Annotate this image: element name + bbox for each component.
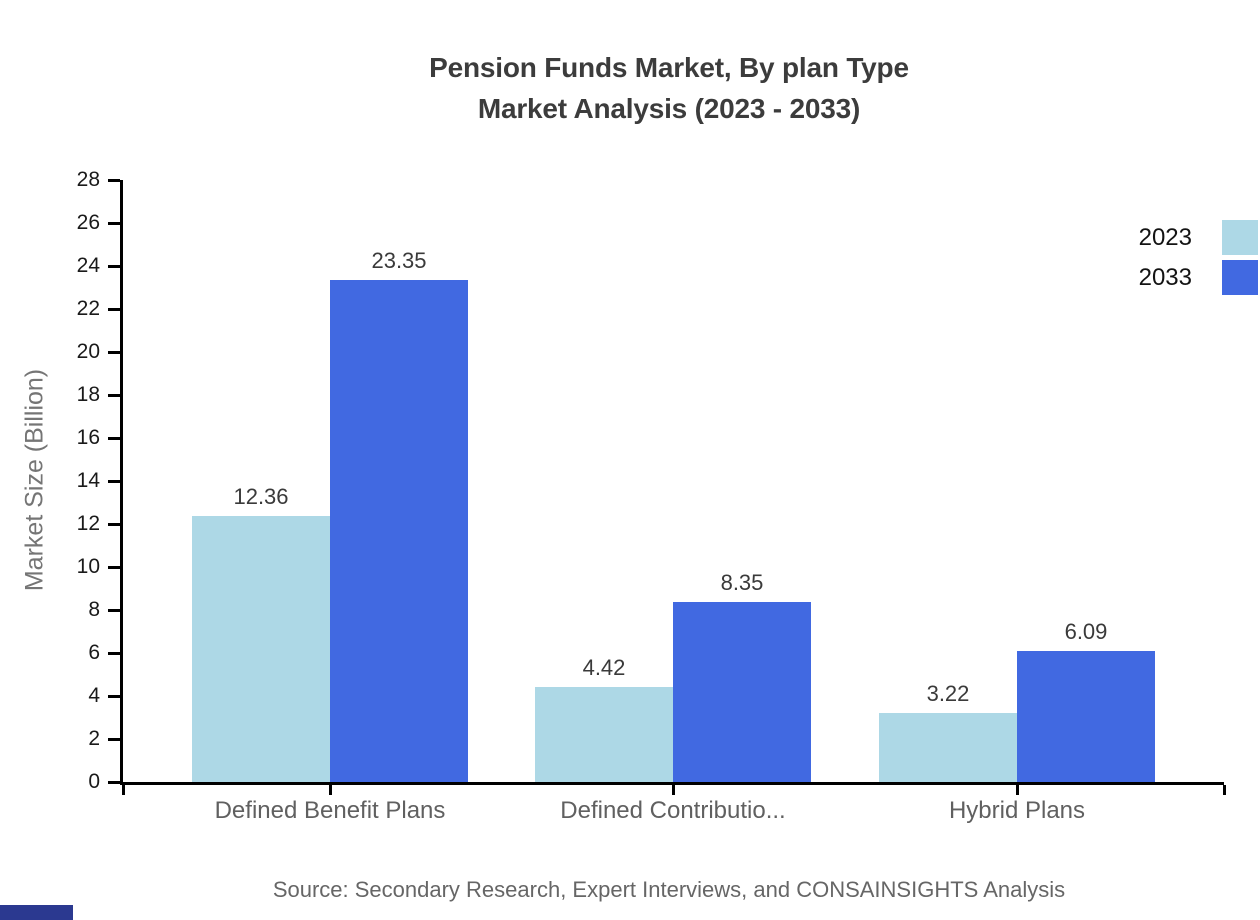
x-axis-tick: [1015, 785, 1019, 795]
y-axis-tick-label: 24: [76, 254, 100, 277]
bar-value-label: 23.35: [371, 247, 427, 273]
y-axis-tick-label: 8: [88, 598, 100, 621]
y-axis-tick-label: 16: [76, 426, 100, 449]
y-axis-tick-label: 4: [88, 684, 100, 707]
y-axis-tick: [108, 522, 120, 526]
bar-2033-1: [330, 279, 468, 782]
y-axis-tick: [108, 608, 120, 612]
x-axis-tick: [328, 785, 332, 795]
bar-2023-3: [879, 712, 1017, 782]
x-category-label: Defined Contributio...: [560, 797, 786, 824]
bar-2033-2: [673, 602, 811, 782]
y-axis-tick: [108, 221, 120, 225]
bar-value-label: 12.36: [233, 484, 289, 510]
legend-swatch: [1222, 220, 1258, 255]
x-category-label: Defined Benefit Plans: [214, 797, 446, 824]
y-axis-tick-label: 2: [88, 727, 100, 750]
y-axis-tick-label: 14: [76, 469, 100, 492]
y-axis-tick-label: 22: [76, 297, 100, 320]
y-axis-tick: [108, 264, 120, 268]
bar-value-label: 4.42: [582, 654, 626, 680]
y-axis-tick-label: 0: [88, 770, 100, 793]
chart-title-line1: Pension Funds Market, By plan Type: [429, 52, 909, 83]
y-axis-tick: [108, 350, 120, 354]
y-axis-tick: [108, 694, 120, 698]
y-axis-tick-label: 12: [76, 512, 100, 535]
bar-value-label: 8.35: [720, 570, 764, 596]
y-axis-tick: [108, 651, 120, 655]
y-axis-tick: [108, 436, 120, 440]
legend: 2023 2033: [1139, 220, 1258, 300]
source-note: Source: Secondary Research, Expert Inter…: [272, 877, 1066, 902]
y-axis-tick-label: 10: [76, 555, 100, 578]
y-axis-tick: [108, 780, 120, 784]
y-axis-tick: [108, 393, 120, 397]
x-axis-tick: [671, 785, 675, 795]
bar-2023-2: [535, 686, 673, 782]
bar-value-label: 6.09: [1064, 619, 1108, 645]
x-axis-tick: [1222, 785, 1226, 795]
y-axis-tick-label: 28: [76, 168, 100, 191]
y-axis-tick-label: 6: [88, 641, 100, 664]
y-axis-tick: [108, 479, 120, 483]
legend-swatch: [1222, 260, 1258, 295]
bar-value-label: 3.22: [926, 680, 970, 706]
y-axis-tick: [108, 565, 120, 569]
y-axis-tick-label: 20: [76, 340, 100, 363]
legend-item-2033: 2033: [1139, 260, 1258, 295]
chart-title: Pension Funds Market, By plan Type Marke…: [78, 47, 1260, 129]
plot-area: 0 2 4 6 8 10 12 14 16 18 20 22 24 26 28 Defined Benefit…: [77, 168, 1226, 824]
x-category-label: Hybrid Plans: [948, 797, 1086, 824]
y-axis-tick: [108, 737, 120, 741]
bar-2023-1: [192, 516, 330, 782]
x-axis-tick: [121, 785, 125, 795]
y-axis-tick-label: 18: [76, 383, 100, 406]
logo-corner-mark: [0, 905, 73, 920]
chart-title-line2: Market Analysis (2023 - 2033): [477, 93, 861, 124]
bar-2033-3: [1017, 651, 1155, 782]
y-axis-tick: [108, 307, 120, 311]
y-axis-tick-label: 26: [76, 211, 100, 234]
legend-label: 2023: [1138, 223, 1192, 251]
legend-label: 2033: [1138, 263, 1192, 291]
legend-item-2023: 2023: [1139, 220, 1258, 255]
y-axis-tick: [108, 178, 120, 182]
